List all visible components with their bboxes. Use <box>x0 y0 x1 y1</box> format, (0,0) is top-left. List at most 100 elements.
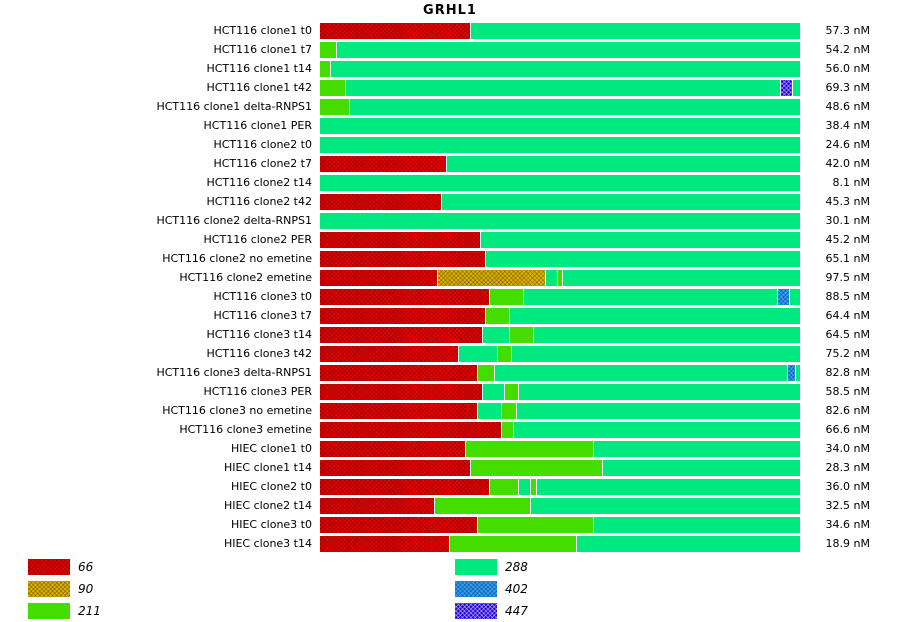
chart-row: HCT116 clone3 PER 58.5 nM <box>0 382 900 401</box>
stacked-bar <box>320 383 800 400</box>
bar-segment-211 <box>471 459 604 476</box>
chart-row: HCT116 clone3 t14 64.5 nM <box>0 325 900 344</box>
bar-segment-66 <box>320 421 503 438</box>
bar-segment-211 <box>320 79 347 96</box>
bar-segment-66 <box>320 345 460 362</box>
bar-segment-211 <box>466 440 594 457</box>
bar-segment-288 <box>483 326 510 343</box>
bar-segment-211 <box>435 497 532 514</box>
row-value: 8.1 nM <box>832 176 870 189</box>
bar-segment-288 <box>320 212 800 229</box>
row-label: HCT116 clone1 t7 <box>213 43 312 56</box>
bar-segment-288 <box>516 402 800 419</box>
bar-segment-211 <box>502 402 517 419</box>
chart-row: HIEC clone1 t14 28.3 nM <box>0 458 900 477</box>
chart-row: HCT116 clone3 emetine 66.6 nM <box>0 420 900 439</box>
row-value: 64.5 nM <box>825 328 870 341</box>
bar-segment-211 <box>320 60 331 77</box>
stacked-bar <box>320 136 800 153</box>
legend-item-288: 288 <box>455 556 528 578</box>
bar-segment-288 <box>545 269 558 286</box>
legend-item-66: 66 <box>28 556 101 578</box>
chart-row: HCT116 clone3 t0 88.5 nM <box>0 287 900 306</box>
bar-segment-211 <box>531 478 537 495</box>
stacked-bar <box>320 421 800 438</box>
bar-segment-288 <box>483 383 505 400</box>
row-label: HIEC clone1 t0 <box>230 442 312 455</box>
chart-row: HIEC clone2 t14 32.5 nM <box>0 496 900 515</box>
stacked-bar <box>320 79 800 96</box>
bar-segment-288 <box>790 288 800 305</box>
bar-segment-288 <box>320 174 800 191</box>
stacked-bar <box>320 22 800 39</box>
bar-segment-288 <box>531 497 800 514</box>
bar-segment-66 <box>320 193 443 210</box>
row-value: 82.8 nM <box>825 366 870 379</box>
row-value: 75.2 nM <box>825 347 870 360</box>
legend-item-447: 447 <box>455 600 528 622</box>
bar-segment-288 <box>336 41 800 58</box>
legend-label: 211 <box>78 604 101 618</box>
bar-segment-288 <box>514 421 800 438</box>
chart-row: HCT116 clone2 PER 45.2 nM <box>0 230 900 249</box>
row-value: 57.3 nM <box>825 24 870 37</box>
row-label: HCT116 clone3 PER <box>203 385 312 398</box>
stacked-bar <box>320 440 800 457</box>
legend-swatch-66 <box>28 559 70 575</box>
stacked-bar <box>320 459 800 476</box>
bar-segment-66 <box>320 516 479 533</box>
row-label: HCT116 clone3 t14 <box>206 328 312 341</box>
row-value: 69.3 nM <box>825 81 870 94</box>
bar-segment-288 <box>447 155 800 172</box>
row-label: HCT116 clone1 t14 <box>206 62 312 75</box>
chart-row: HCT116 clone2 t7 42.0 nM <box>0 154 900 173</box>
row-value: 66.6 nM <box>825 423 870 436</box>
row-value: 42.0 nM <box>825 157 870 170</box>
bar-segment-66 <box>320 440 467 457</box>
bar-segment-66 <box>320 326 484 343</box>
bar-segment-211 <box>485 307 510 324</box>
row-value: 54.2 nM <box>825 43 870 56</box>
chart-row: HCT116 clone1 t42 69.3 nM <box>0 78 900 97</box>
row-value: 65.1 nM <box>825 252 870 265</box>
row-label: HCT116 clone2 t14 <box>206 176 312 189</box>
stacked-bar <box>320 535 800 552</box>
chart-row: HCT116 clone1 PER 38.4 nM <box>0 116 900 135</box>
row-label: HCT116 clone1 delta-RNPS1 <box>156 100 312 113</box>
chart-row: HIEC clone1 t0 34.0 nM <box>0 439 900 458</box>
row-label: HCT116 clone2 t0 <box>213 138 312 151</box>
stacked-bar <box>320 307 800 324</box>
legend-swatch-288 <box>455 559 497 575</box>
bar-segment-288 <box>796 364 800 381</box>
bar-segment-288 <box>533 326 800 343</box>
legend-label: 447 <box>505 604 528 618</box>
stacked-bar <box>320 269 800 286</box>
stacked-bar <box>320 117 800 134</box>
row-value: 30.1 nM <box>825 214 870 227</box>
bar-segment-66 <box>320 478 491 495</box>
bar-segment-288 <box>471 22 800 39</box>
stacked-bar <box>320 174 800 191</box>
stacked-bar <box>320 497 800 514</box>
chart-row: HCT116 clone1 t0 57.3 nM <box>0 21 900 40</box>
row-label: HIEC clone2 t0 <box>230 480 312 493</box>
bar-segment-211 <box>320 41 337 58</box>
bar-segment-66 <box>320 364 479 381</box>
bar-segment-402 <box>787 364 797 381</box>
chart-row: HIEC clone2 t0 36.0 nM <box>0 477 900 496</box>
row-label: HCT116 clone2 PER <box>203 233 312 246</box>
bar-segment-288 <box>495 364 788 381</box>
stacked-bar <box>320 231 800 248</box>
bar-segment-288 <box>320 117 800 134</box>
stacked-bar <box>320 288 800 305</box>
bar-segment-288 <box>478 402 503 419</box>
bar-segment-288 <box>511 345 800 362</box>
row-label: HCT116 clone2 delta-RNPS1 <box>156 214 312 227</box>
bar-segment-66 <box>320 307 486 324</box>
chart-row: HIEC clone3 t0 34.6 nM <box>0 515 900 534</box>
bar-segment-66 <box>320 22 472 39</box>
bar-segment-288 <box>593 440 800 457</box>
row-value: 36.0 nM <box>825 480 870 493</box>
bar-segment-211 <box>478 364 496 381</box>
